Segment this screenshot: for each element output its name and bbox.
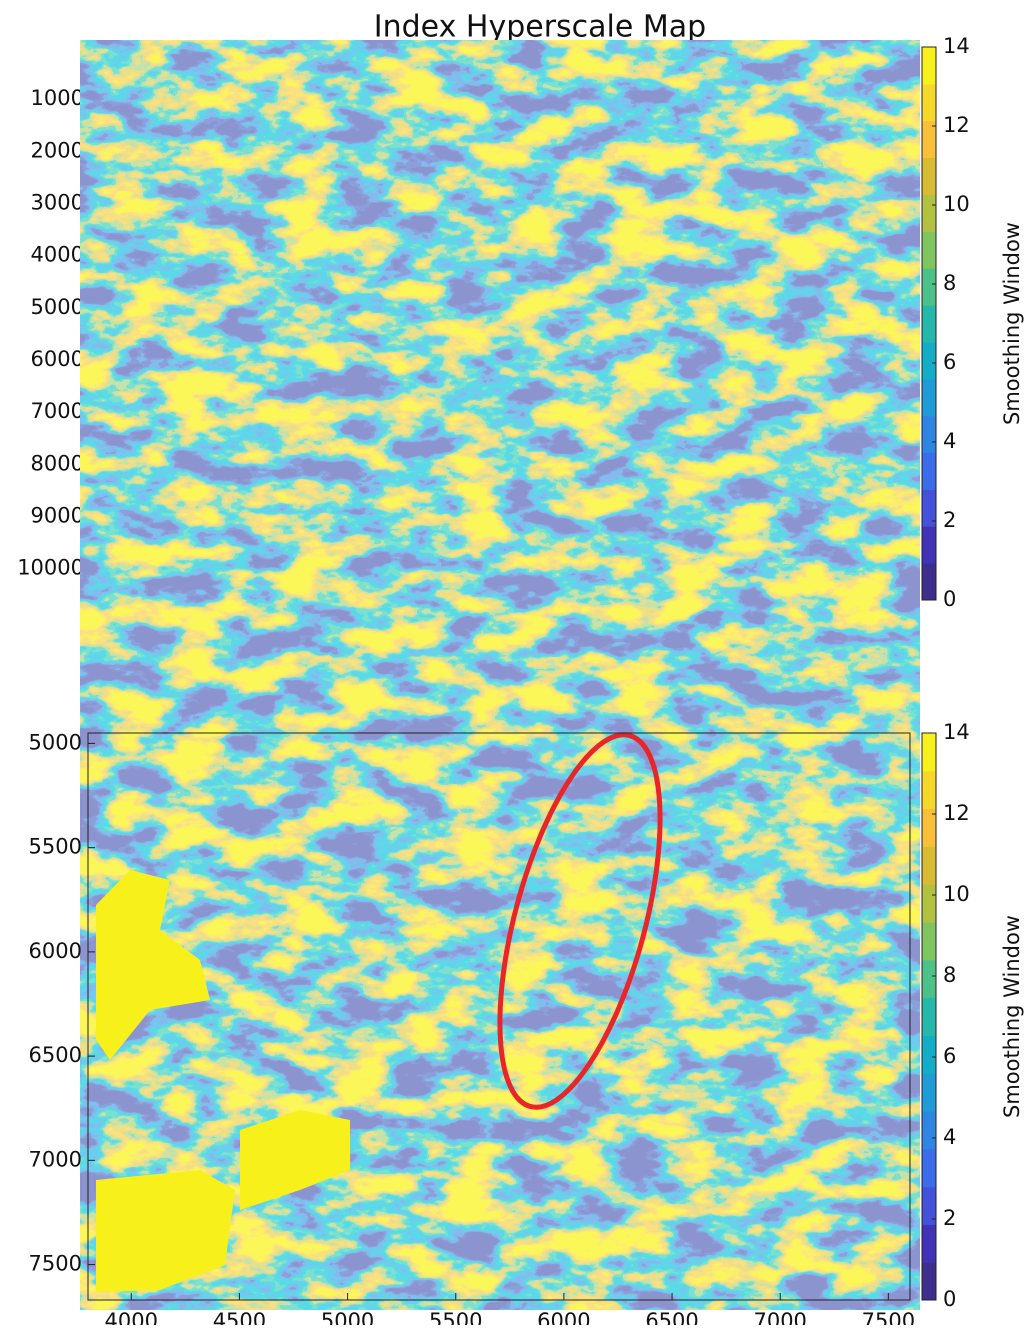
colorbar-band xyxy=(922,1186,936,1225)
colorbar-band xyxy=(922,997,936,1036)
x-tick-label: 4000 xyxy=(105,1309,158,1325)
colorbar-band xyxy=(922,415,936,454)
x-tick-label: 5000 xyxy=(321,1309,374,1325)
x-tick-label: 7000 xyxy=(753,1309,806,1325)
x-tick-label: 6500 xyxy=(645,1309,698,1325)
colorbar-tick-label: 12 xyxy=(943,801,970,825)
x-tick-label: 8000 xyxy=(539,609,592,633)
colorbar-box xyxy=(921,46,937,601)
colorbar-band xyxy=(922,770,936,810)
colorbar-band xyxy=(922,846,936,885)
annotation: No Data xyxy=(671,109,834,155)
colorbar-tick-label: 6 xyxy=(943,350,956,374)
y-tick-label: 5500 xyxy=(29,835,82,859)
colorbar-tick-label: 4 xyxy=(943,429,956,453)
y-tick-label: 7000 xyxy=(31,399,84,423)
x-tick-label: 6000 xyxy=(537,1309,590,1325)
lake xyxy=(96,870,210,1060)
colorbar-band xyxy=(922,884,936,923)
colorbar-band xyxy=(922,489,936,527)
y-tick-label: 6500 xyxy=(29,1043,82,1067)
colorbar-tick-label: 8 xyxy=(943,271,956,295)
colorbar-tick-label: 0 xyxy=(943,587,956,611)
x-tick-label: 10000 xyxy=(651,609,718,633)
y-tick-label: 8000 xyxy=(31,451,84,475)
axes-box xyxy=(89,46,911,601)
colorbar-tick-label: 14 xyxy=(943,34,970,58)
colorbar-tick-label: 10 xyxy=(943,192,970,216)
colorbar-box xyxy=(921,732,937,1301)
lake xyxy=(195,460,262,552)
x-tick-label: 4500 xyxy=(213,1309,266,1325)
colorbar-band xyxy=(922,1262,936,1301)
colorbar-tick-label: 10 xyxy=(943,882,970,906)
colorbar-band xyxy=(922,47,936,85)
colorbar-band xyxy=(922,341,936,380)
colorbar-band xyxy=(922,194,936,232)
x-tick-label: 2000 xyxy=(182,609,235,633)
y-tick-label: 2000 xyxy=(31,138,84,162)
chart-title: Index Hyperscale Map xyxy=(374,10,706,45)
y-tick-label: 6000 xyxy=(29,939,82,963)
lake xyxy=(240,1110,350,1210)
lake xyxy=(318,405,360,440)
colorbar-band xyxy=(922,959,936,999)
x-tick-label: 4000 xyxy=(301,609,354,633)
y-tick-label: 3000 xyxy=(31,191,84,215)
y-tick-label: 4000 xyxy=(31,243,84,267)
y-tick-label: 9000 xyxy=(31,504,84,528)
lake xyxy=(96,1170,235,1292)
colorbar-tick-label: 4 xyxy=(943,1125,956,1149)
axes-box xyxy=(87,732,911,1301)
colorbar-band xyxy=(922,1035,936,1074)
x-tick-label: 6000 xyxy=(420,609,473,633)
colorbar-label: Smoothing Window xyxy=(1000,222,1024,425)
colorbar-band xyxy=(922,83,936,122)
colorbar-band xyxy=(922,268,936,306)
colorbar-band xyxy=(922,526,936,564)
colorbar-band xyxy=(922,1111,936,1150)
colorbar-band xyxy=(922,563,936,601)
y-tick-label: 7000 xyxy=(29,1147,82,1171)
colorbar-band xyxy=(922,120,936,159)
colorbar-tick-label: 0 xyxy=(943,1287,956,1311)
highlight-ellipse xyxy=(497,732,663,1110)
colorbar-band xyxy=(922,1224,936,1263)
colorbar-band xyxy=(922,231,936,269)
x-tick-label: 12000 xyxy=(770,609,837,633)
colorbar-band xyxy=(922,733,936,772)
y-tick-label: 5000 xyxy=(29,730,82,754)
colorbar-band xyxy=(922,1073,936,1112)
colorbar-band xyxy=(922,1148,936,1188)
colorbar-tick-label: 8 xyxy=(943,963,956,987)
y-tick-label: 10000 xyxy=(17,556,84,580)
colorbar-band xyxy=(922,922,936,961)
y-tick-label: 7500 xyxy=(29,1252,82,1276)
colorbar-band xyxy=(922,378,936,417)
colorbar-band xyxy=(922,305,936,343)
colorbar-tick-label: 2 xyxy=(943,1206,956,1230)
colorbar-tick-label: 2 xyxy=(943,508,956,532)
y-tick-label: 1000 xyxy=(31,86,84,110)
colorbar-tick-label: 12 xyxy=(943,113,970,137)
x-tick-label: 7500 xyxy=(862,1309,915,1325)
colorbar-band xyxy=(922,157,936,195)
zoom-box xyxy=(308,305,496,472)
y-tick-label: 5000 xyxy=(31,295,84,319)
y-tick-label: 6000 xyxy=(31,347,84,371)
colorbar-band xyxy=(922,452,936,490)
colorbar-tick-label: 6 xyxy=(943,1044,956,1068)
colorbar-tick-label: 14 xyxy=(943,720,970,744)
x-tick-label: 5500 xyxy=(429,1309,482,1325)
colorbar-label: Smoothing Window xyxy=(1000,915,1024,1118)
colorbar-band xyxy=(922,808,936,847)
